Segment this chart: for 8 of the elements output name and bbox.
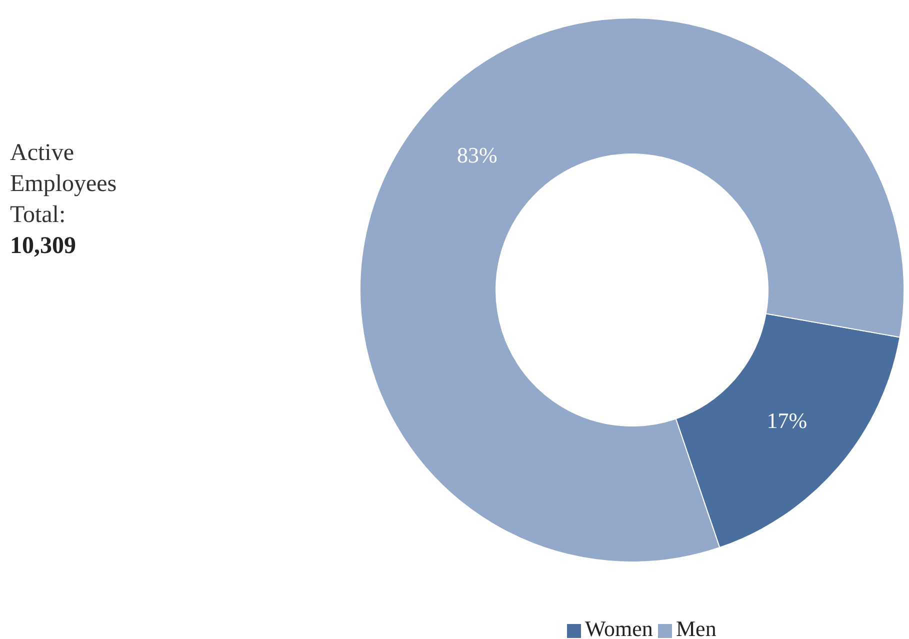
text: 10,309 — [10, 233, 76, 259]
legend-label: Women — [585, 616, 653, 639]
donut-slice — [675, 313, 900, 548]
data-label: 83% — [456, 142, 498, 168]
text: Active Employees Total: — [10, 140, 117, 228]
donut-slice — [360, 18, 904, 562]
legend-label: Men — [676, 616, 716, 639]
data-label: 17% — [766, 408, 808, 433]
